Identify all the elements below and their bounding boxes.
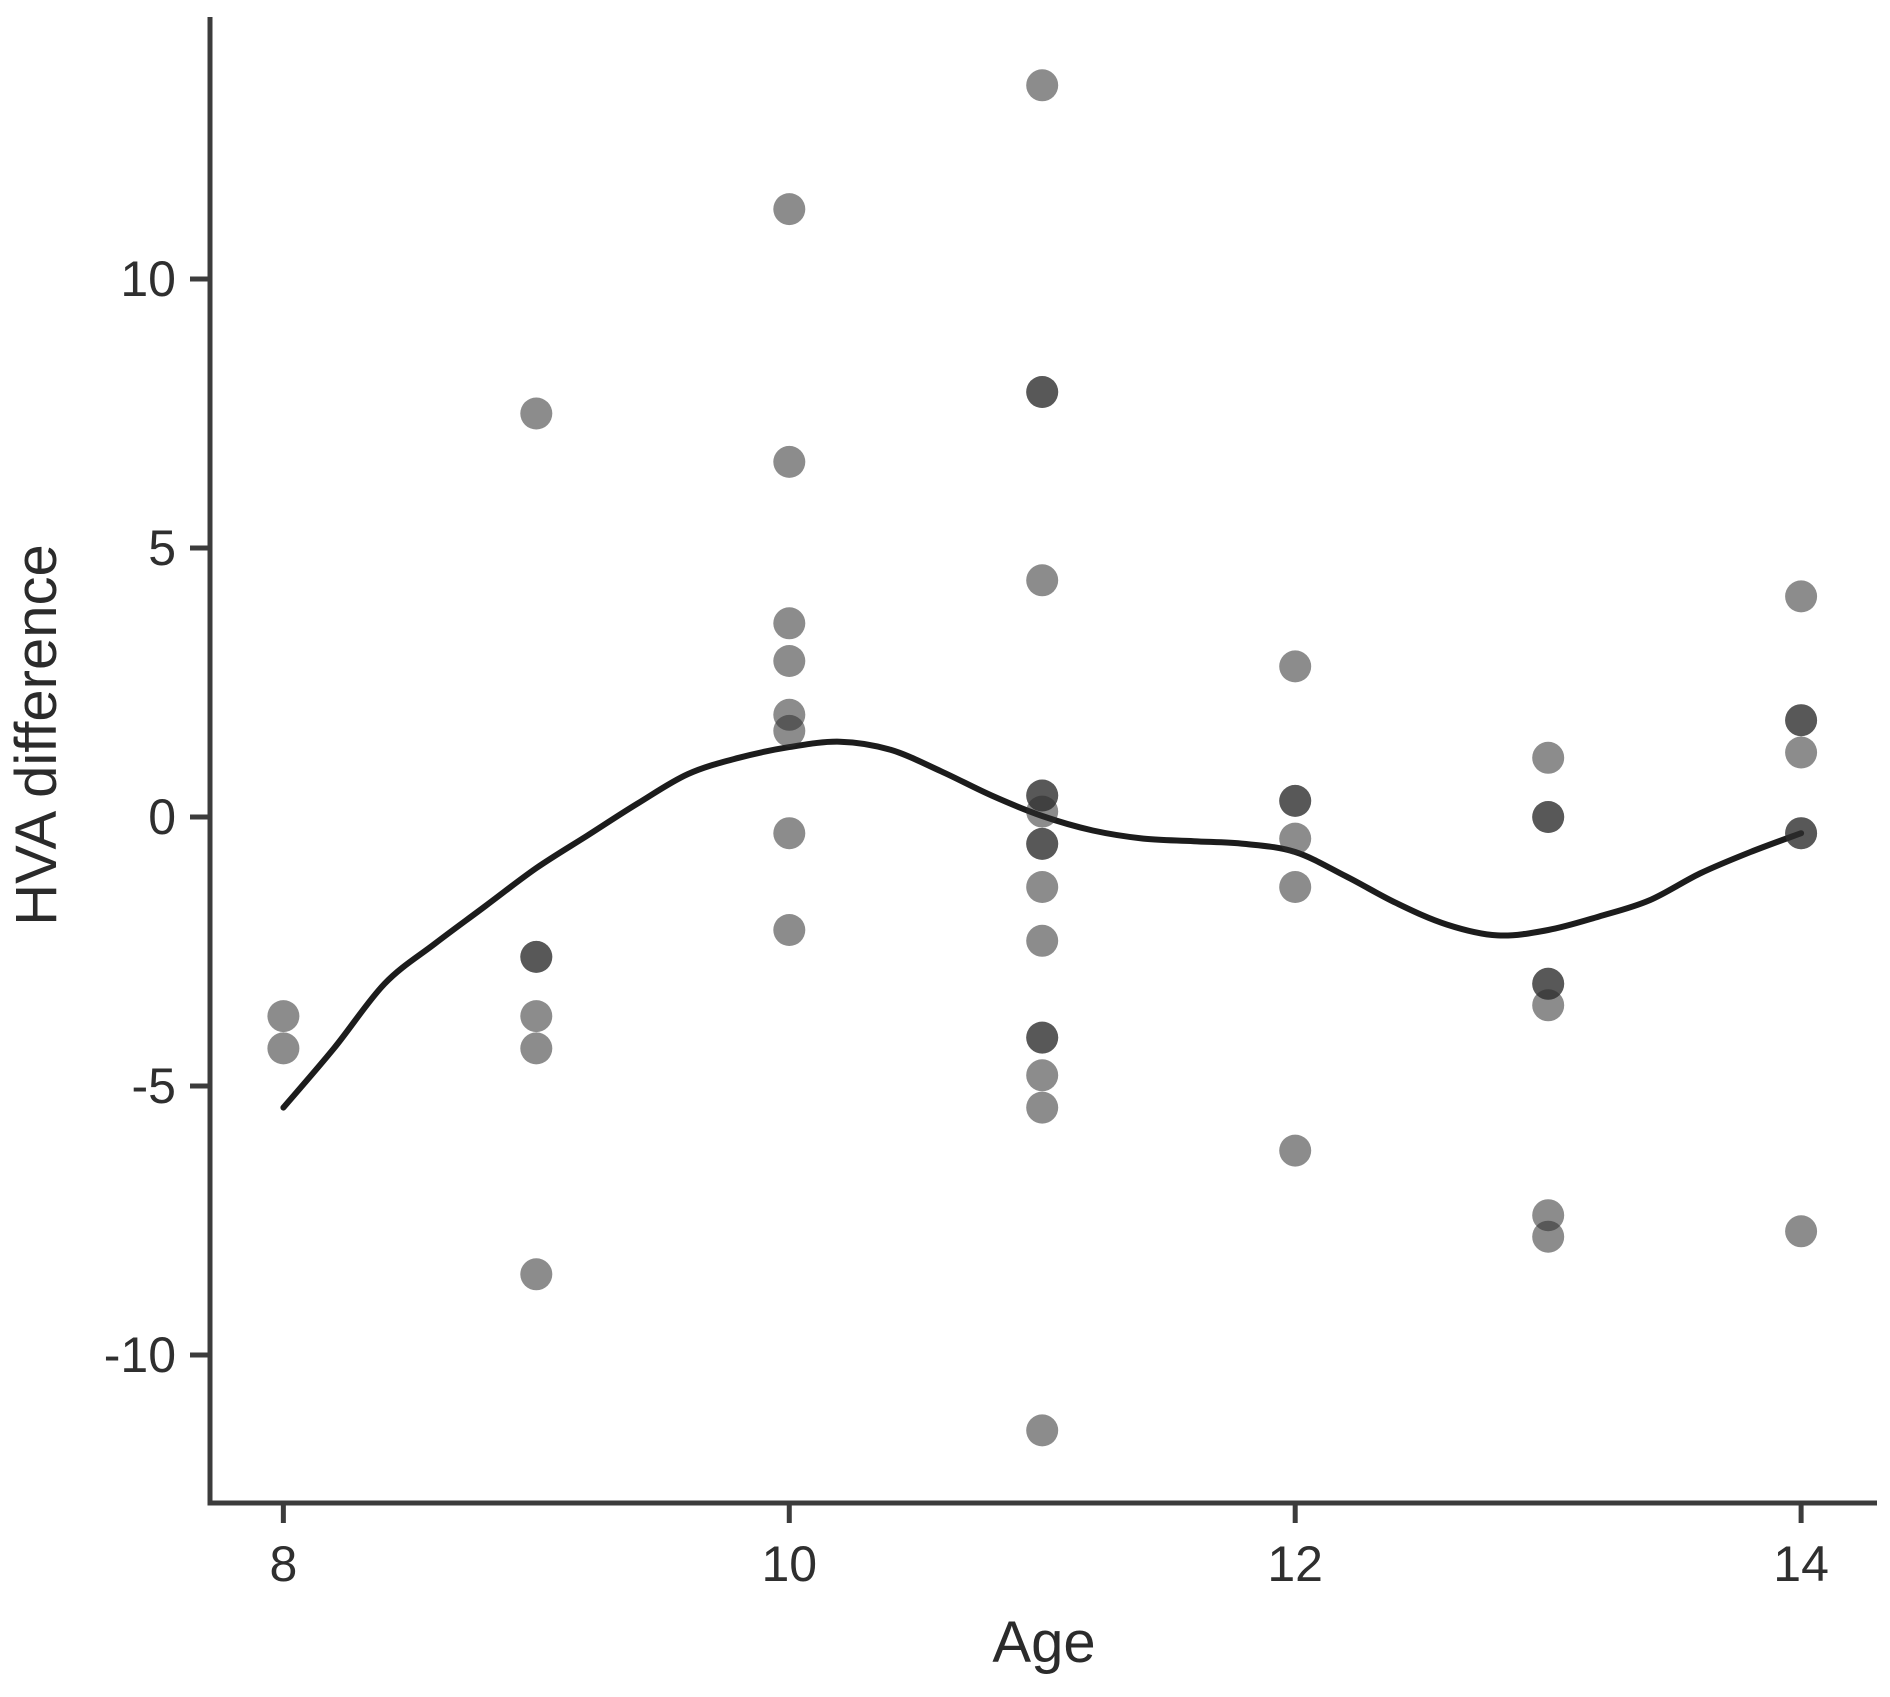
y-tick-label: -5	[132, 1058, 176, 1114]
y-tick-label: -10	[104, 1327, 176, 1383]
y-tick-label: 5	[148, 520, 176, 576]
x-axis-title: Age	[992, 1610, 1095, 1675]
data-point	[520, 1000, 553, 1033]
data-point	[1026, 564, 1059, 597]
data-point	[267, 1032, 300, 1065]
data-point	[520, 397, 553, 430]
data-point	[1026, 1021, 1059, 1054]
data-point	[1785, 704, 1818, 737]
data-point	[1532, 1220, 1565, 1253]
data-point	[773, 607, 806, 640]
data-point	[1279, 871, 1312, 903]
data-point	[1785, 1215, 1818, 1248]
data-point	[520, 1032, 553, 1065]
data-point	[1026, 376, 1059, 408]
x-tick-label: 14	[1773, 1536, 1829, 1592]
data-point	[1026, 924, 1059, 957]
data-point	[1026, 795, 1059, 828]
data-point	[773, 645, 806, 677]
data-point	[520, 1258, 553, 1291]
data-point	[1026, 1091, 1059, 1124]
data-point	[773, 193, 806, 226]
data-point	[1785, 817, 1818, 850]
x-tick-label: 8	[269, 1536, 297, 1592]
data-point	[1532, 741, 1565, 774]
data-point	[1532, 989, 1565, 1022]
data-point	[1279, 784, 1312, 817]
data-point	[773, 714, 806, 747]
y-tick-label: 10	[120, 251, 176, 307]
data-point	[773, 445, 806, 478]
data-point	[773, 914, 806, 946]
y-axis-title: HVA difference	[4, 544, 69, 926]
data-point	[1532, 801, 1565, 833]
data-point	[1279, 650, 1312, 683]
data-point	[1026, 827, 1059, 860]
data-point	[1279, 1134, 1312, 1167]
y-tick-label: 0	[148, 789, 176, 845]
x-tick-label: 10	[761, 1536, 817, 1592]
data-point	[267, 1000, 300, 1033]
plot-layer: 8 10 12 14 10 5 0 -5 -10	[104, 17, 1877, 1592]
data-point	[1785, 580, 1818, 613]
x-tick-label: 12	[1267, 1536, 1323, 1592]
data-point	[1026, 1059, 1059, 1092]
data-point	[1026, 69, 1059, 102]
data-point	[1026, 871, 1059, 903]
data-point	[1279, 822, 1312, 855]
data-point	[773, 817, 806, 850]
data-point	[1026, 1414, 1059, 1447]
data-point	[520, 940, 553, 973]
data-point	[1785, 736, 1818, 769]
